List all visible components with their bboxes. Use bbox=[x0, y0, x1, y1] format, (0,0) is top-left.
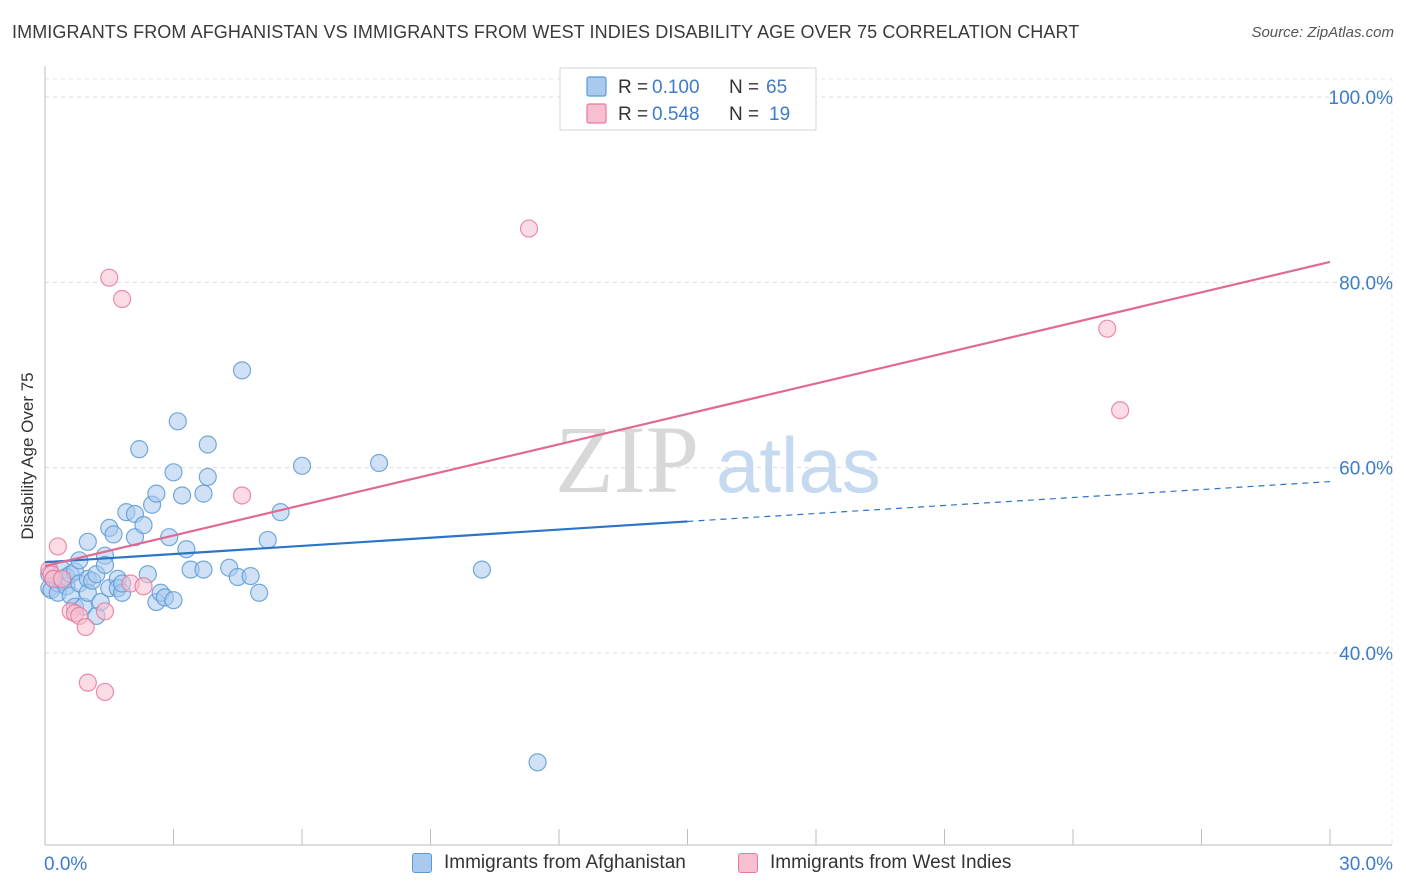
point-afghanistan bbox=[134, 516, 153, 535]
legend-swatch-afghanistan bbox=[586, 76, 607, 97]
y-tick-label: 60.0% bbox=[1339, 459, 1393, 480]
y-tick-label: 80.0% bbox=[1339, 273, 1393, 294]
point-west-indies bbox=[100, 268, 119, 287]
label-layer: 40.0% 60.0% 80.0% 100.0% 0.0% 30.0% Disability… bbox=[18, 88, 1393, 875]
trendline-afghanistan-extension bbox=[687, 480, 1331, 523]
point-west-indies bbox=[519, 219, 539, 238]
point-afghanistan bbox=[472, 560, 491, 579]
point-afghanistan bbox=[164, 591, 183, 610]
legend-n-value-west-indies: 19 bbox=[769, 104, 790, 125]
point-west-indies bbox=[232, 486, 252, 505]
point-afghanistan bbox=[198, 435, 217, 454]
legend-r-value-west-indies: 0.548 bbox=[652, 104, 700, 125]
chart-source: Source: ZipAtlas.com bbox=[1251, 24, 1394, 41]
point-afghanistan bbox=[78, 532, 97, 551]
point-afghanistan bbox=[232, 361, 252, 380]
y-axis-title: Disability Age Over 75 bbox=[18, 372, 37, 539]
point-west-indies bbox=[95, 602, 115, 621]
trend-layer bbox=[44, 260, 1331, 567]
point-afghanistan bbox=[194, 484, 213, 503]
point-west-indies bbox=[76, 617, 95, 637]
point-afghanistan bbox=[250, 583, 269, 602]
bottom-legend-item-afghanistan: Immigrants from Afghanistan bbox=[412, 852, 686, 874]
point-west-indies bbox=[1111, 401, 1130, 420]
point-west-indies bbox=[78, 673, 97, 692]
legend-n-label-afghanistan: N = bbox=[729, 77, 759, 98]
point-afghanistan bbox=[292, 456, 312, 475]
legend-box: R = 0.100 N = 65 R = 0.548 N = 19 bbox=[559, 67, 817, 131]
point-west-indies bbox=[48, 537, 67, 556]
point-west-indies bbox=[1098, 319, 1117, 338]
watermark: ZIP atlas bbox=[555, 406, 881, 513]
axis-layer bbox=[44, 66, 1392, 846]
point-afghanistan bbox=[198, 467, 217, 487]
point-afghanistan bbox=[258, 530, 277, 550]
point-afghanistan bbox=[130, 440, 149, 459]
point-west-indies bbox=[53, 569, 72, 588]
point-afghanistan bbox=[241, 566, 260, 586]
x-tick-label: 30.0% bbox=[1339, 854, 1393, 875]
point-west-indies bbox=[134, 577, 153, 596]
point-afghanistan bbox=[147, 484, 166, 503]
bottom-legend-swatch-afghanistan bbox=[412, 853, 432, 873]
legend-r-value-afghanistan: 0.100 bbox=[652, 77, 700, 98]
chart-title: IMMIGRANTS FROM AFGHANISTAN VS IMMIGRANT… bbox=[12, 22, 1080, 42]
point-afghanistan bbox=[194, 560, 213, 579]
point-west-indies bbox=[95, 682, 115, 702]
point-afghanistan bbox=[172, 486, 192, 505]
bottom-legend-item-west-indies: Immigrants from West Indies bbox=[738, 852, 1011, 874]
point-afghanistan bbox=[168, 412, 187, 431]
legend-swatch-west-indies bbox=[586, 103, 607, 124]
watermark-atlas: atlas bbox=[716, 421, 881, 509]
trendline-west-indies bbox=[44, 260, 1331, 567]
legend-r-label-afghanistan: R = bbox=[618, 77, 648, 98]
bottom-legend-swatch-west-indies bbox=[738, 853, 758, 873]
legend-n-value-afghanistan: 65 bbox=[766, 77, 787, 98]
points-layer bbox=[40, 219, 1130, 772]
watermark-zip: ZIP bbox=[555, 406, 699, 513]
point-afghanistan bbox=[177, 540, 196, 559]
trendline-afghanistan bbox=[44, 520, 688, 564]
x-tick-label: 0.0% bbox=[44, 854, 87, 875]
point-afghanistan bbox=[104, 525, 123, 544]
point-west-indies bbox=[112, 289, 132, 309]
y-tick-label: 40.0% bbox=[1339, 644, 1393, 665]
point-afghanistan bbox=[528, 753, 547, 772]
y-tick-label: 100.0% bbox=[1329, 88, 1394, 109]
legend-n-label-west-indies: N = bbox=[729, 104, 759, 125]
legend-r-label-west-indies: R = bbox=[618, 104, 648, 125]
point-afghanistan bbox=[164, 463, 183, 482]
bottom-legend: Immigrants from Afghanistan Immigrants f… bbox=[0, 852, 1406, 878]
bottom-legend-label-west-indies: Immigrants from West Indies bbox=[770, 852, 1012, 873]
point-afghanistan bbox=[370, 453, 389, 473]
bottom-legend-label-afghanistan: Immigrants from Afghanistan bbox=[444, 852, 686, 873]
point-afghanistan bbox=[95, 555, 115, 575]
